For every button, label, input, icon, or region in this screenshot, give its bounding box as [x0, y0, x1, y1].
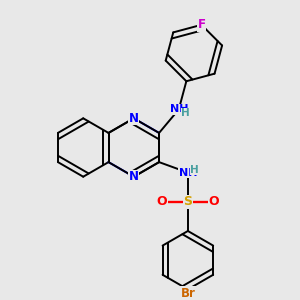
Text: N: N [129, 112, 139, 125]
Text: N: N [129, 170, 139, 183]
Text: O: O [156, 195, 167, 208]
Text: O: O [209, 195, 220, 208]
Text: H: H [190, 164, 199, 175]
Text: NH: NH [169, 104, 188, 114]
Text: Br: Br [180, 286, 195, 300]
Text: H: H [181, 108, 190, 118]
Text: NH: NH [178, 168, 197, 178]
Text: S: S [183, 195, 192, 208]
Text: F: F [197, 18, 206, 31]
